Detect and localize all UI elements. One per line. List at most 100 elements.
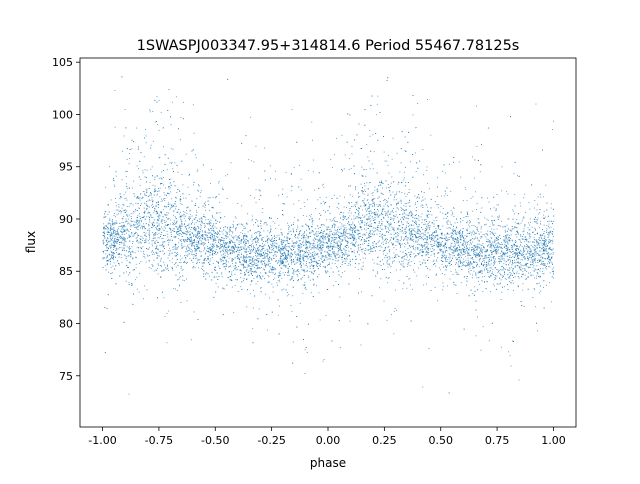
data-point <box>531 252 533 254</box>
data-point <box>158 219 160 221</box>
data-point <box>232 231 234 233</box>
data-point <box>456 249 457 251</box>
data-point <box>129 188 130 189</box>
data-point <box>284 244 286 246</box>
data-point <box>274 235 275 237</box>
data-point <box>530 236 531 238</box>
data-point <box>136 288 138 290</box>
data-point <box>465 248 467 250</box>
data-point <box>499 262 500 264</box>
data-point <box>497 243 499 245</box>
data-point <box>288 245 290 247</box>
data-point <box>426 235 428 237</box>
data-point <box>270 218 272 219</box>
data-point <box>463 243 465 245</box>
data-point <box>333 194 335 196</box>
data-point <box>381 223 383 224</box>
data-point <box>347 236 349 238</box>
data-point <box>210 229 212 231</box>
data-point <box>155 213 157 215</box>
data-point <box>460 250 462 252</box>
data-point <box>497 216 498 218</box>
data-point <box>297 218 299 220</box>
data-point <box>289 254 291 256</box>
data-point <box>458 161 460 163</box>
data-point <box>298 244 299 246</box>
data-point <box>103 232 105 234</box>
data-point <box>259 234 261 236</box>
data-point <box>262 243 263 245</box>
data-point <box>156 269 158 271</box>
data-point <box>304 206 306 207</box>
data-point <box>218 246 219 247</box>
data-point <box>414 203 416 205</box>
data-point <box>250 271 252 273</box>
data-point <box>543 249 544 251</box>
data-point <box>103 216 105 218</box>
data-point <box>340 232 342 234</box>
data-point <box>526 244 527 245</box>
data-point <box>512 282 514 284</box>
data-point <box>529 208 531 210</box>
data-point <box>462 262 463 264</box>
data-point <box>118 227 120 229</box>
data-point <box>234 242 236 244</box>
data-point <box>488 244 490 245</box>
data-point <box>213 231 215 233</box>
data-point <box>374 213 376 215</box>
data-point <box>536 254 538 256</box>
data-point <box>452 250 454 252</box>
data-point <box>200 237 202 239</box>
data-point <box>469 226 471 228</box>
data-point <box>335 239 337 240</box>
data-point <box>451 233 453 234</box>
data-point <box>303 258 304 259</box>
data-point <box>365 248 367 249</box>
data-point <box>174 206 176 208</box>
data-point <box>409 278 411 280</box>
data-point <box>131 218 132 219</box>
data-point <box>448 256 450 258</box>
data-point <box>184 241 186 243</box>
data-point <box>189 248 191 250</box>
data-point <box>175 252 177 254</box>
data-point <box>193 184 194 186</box>
data-point <box>471 225 473 226</box>
data-point <box>529 257 530 258</box>
data-point <box>369 130 371 131</box>
data-point <box>486 268 488 270</box>
data-point <box>181 204 183 205</box>
data-point <box>222 187 223 189</box>
data-point <box>509 250 510 252</box>
data-point <box>192 243 194 244</box>
data-point <box>163 177 164 178</box>
data-point <box>270 225 272 227</box>
data-point <box>240 270 242 272</box>
data-point <box>417 244 419 245</box>
data-point <box>305 271 307 272</box>
data-point <box>281 277 283 279</box>
data-point <box>327 264 329 266</box>
data-point <box>163 261 165 263</box>
data-point <box>417 241 418 243</box>
data-point <box>377 210 379 212</box>
data-point <box>521 269 522 271</box>
data-point <box>231 271 233 273</box>
data-point <box>512 209 514 211</box>
data-point <box>110 231 112 233</box>
data-point <box>172 246 174 248</box>
data-point <box>142 217 143 218</box>
data-point <box>339 237 341 239</box>
data-point <box>167 257 169 259</box>
data-point <box>197 246 199 247</box>
data-point <box>115 235 117 237</box>
data-point <box>506 238 508 240</box>
data-point <box>177 229 178 230</box>
data-point <box>198 241 200 243</box>
data-point <box>506 246 508 248</box>
data-point <box>134 221 136 223</box>
data-point <box>229 229 231 231</box>
data-point <box>491 215 493 217</box>
data-point <box>548 235 550 237</box>
data-point <box>127 237 128 239</box>
